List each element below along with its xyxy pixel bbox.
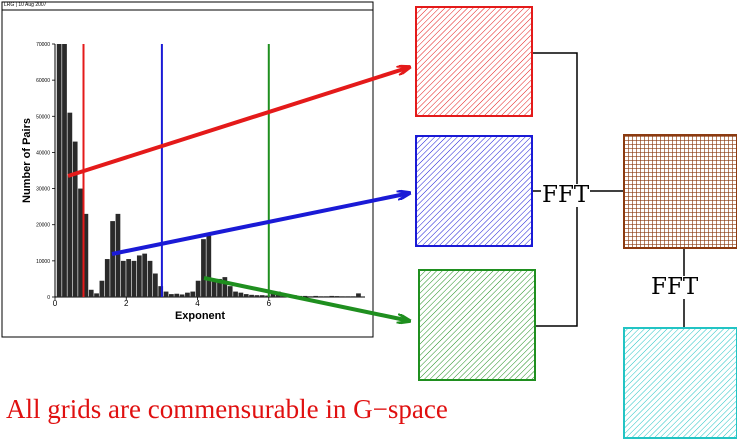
histogram-bar [345, 296, 351, 297]
green-grid-box [418, 269, 536, 381]
y-tick-label: 70000 [36, 42, 50, 48]
histogram-bar [131, 260, 137, 297]
histogram-bar [195, 280, 201, 297]
histogram-bar [334, 296, 340, 297]
histogram-bar [67, 112, 73, 298]
histogram-bar [88, 289, 94, 297]
histogram-bar [185, 292, 190, 297]
histogram-bar [238, 292, 244, 297]
histogram-bar [174, 293, 180, 297]
plot-header: LRG | 10 Aug 2007 [4, 2, 47, 8]
histogram-bar [152, 273, 158, 297]
histogram-bar [249, 294, 254, 297]
histogram-bar [329, 295, 335, 297]
histogram-bar [201, 239, 206, 297]
histogram-bar [120, 260, 126, 297]
brown-grid-box [623, 134, 737, 249]
histogram-bar [222, 277, 228, 297]
histogram-bar [233, 291, 238, 297]
x-tick-label: 6 [267, 299, 272, 308]
y-tick-label: 50000 [36, 114, 50, 120]
caption-text: All grids are commensurable in G−space [6, 394, 448, 424]
histogram-bar [99, 280, 105, 297]
fft-label-main: FFT [541, 182, 591, 208]
cyan-grid-box [623, 327, 737, 439]
histogram-bar [72, 141, 78, 297]
y-tick-label: 60000 [36, 78, 50, 84]
y-axis-label: Number of Pairs [21, 118, 33, 203]
histogram-bar [211, 278, 217, 297]
blue-grid-box [415, 135, 533, 247]
histogram-bar [142, 253, 148, 297]
histogram-bar [307, 296, 313, 297]
red-grid-box [415, 6, 533, 117]
x-tick-label: 2 [124, 299, 129, 308]
histogram-chart: 0 10000 20000 30000 40000 50000 60000 70000 0 2 4 6… [21, 42, 365, 322]
histogram-bar [217, 278, 222, 297]
histogram-bar [302, 295, 308, 297]
histogram-bar [78, 188, 83, 297]
histogram-bar [179, 294, 185, 297]
histogram-bar [206, 235, 212, 297]
y-tick-label: 10000 [36, 259, 50, 265]
histogram-bar [158, 286, 164, 297]
histogram-bar [110, 221, 115, 297]
y-tick-label: 30000 [36, 187, 50, 193]
histogram-bar [94, 293, 99, 297]
x-tick-label: 4 [195, 299, 200, 308]
histogram-bar [190, 291, 196, 297]
histogram-bar [147, 260, 153, 297]
y-tick-label: 40000 [36, 150, 50, 156]
y-tick-label: 0 [47, 295, 50, 301]
histogram-bar [313, 295, 319, 297]
histogram-bar [265, 295, 270, 297]
histogram-bar [56, 44, 62, 297]
red-arrow [67, 67, 410, 178]
histogram-bar [243, 294, 249, 297]
histogram-bar [169, 294, 174, 297]
y-tick-label: 20000 [36, 223, 50, 229]
histogram-bar [259, 295, 265, 297]
histogram-bar [83, 213, 89, 297]
fft-label-secondary: FFT [650, 274, 700, 300]
histogram-bar [227, 286, 233, 297]
x-tick-label: 0 [53, 299, 58, 308]
histogram-bar [126, 259, 132, 297]
histogram-bar [350, 296, 356, 297]
histogram-bar [254, 295, 260, 297]
histogram-bar [62, 44, 67, 297]
histogram-bar [324, 296, 329, 297]
blue-arrow [111, 193, 410, 256]
x-axis-label: Exponent [175, 310, 225, 322]
histogram-bar [318, 296, 324, 297]
histogram-bar [104, 259, 110, 297]
green-arrow [203, 276, 410, 321]
histogram-bar [356, 293, 361, 297]
histogram-bar [115, 213, 121, 297]
histogram-bar [340, 296, 345, 297]
histogram-bar [163, 291, 169, 297]
histogram-bar [136, 255, 142, 297]
